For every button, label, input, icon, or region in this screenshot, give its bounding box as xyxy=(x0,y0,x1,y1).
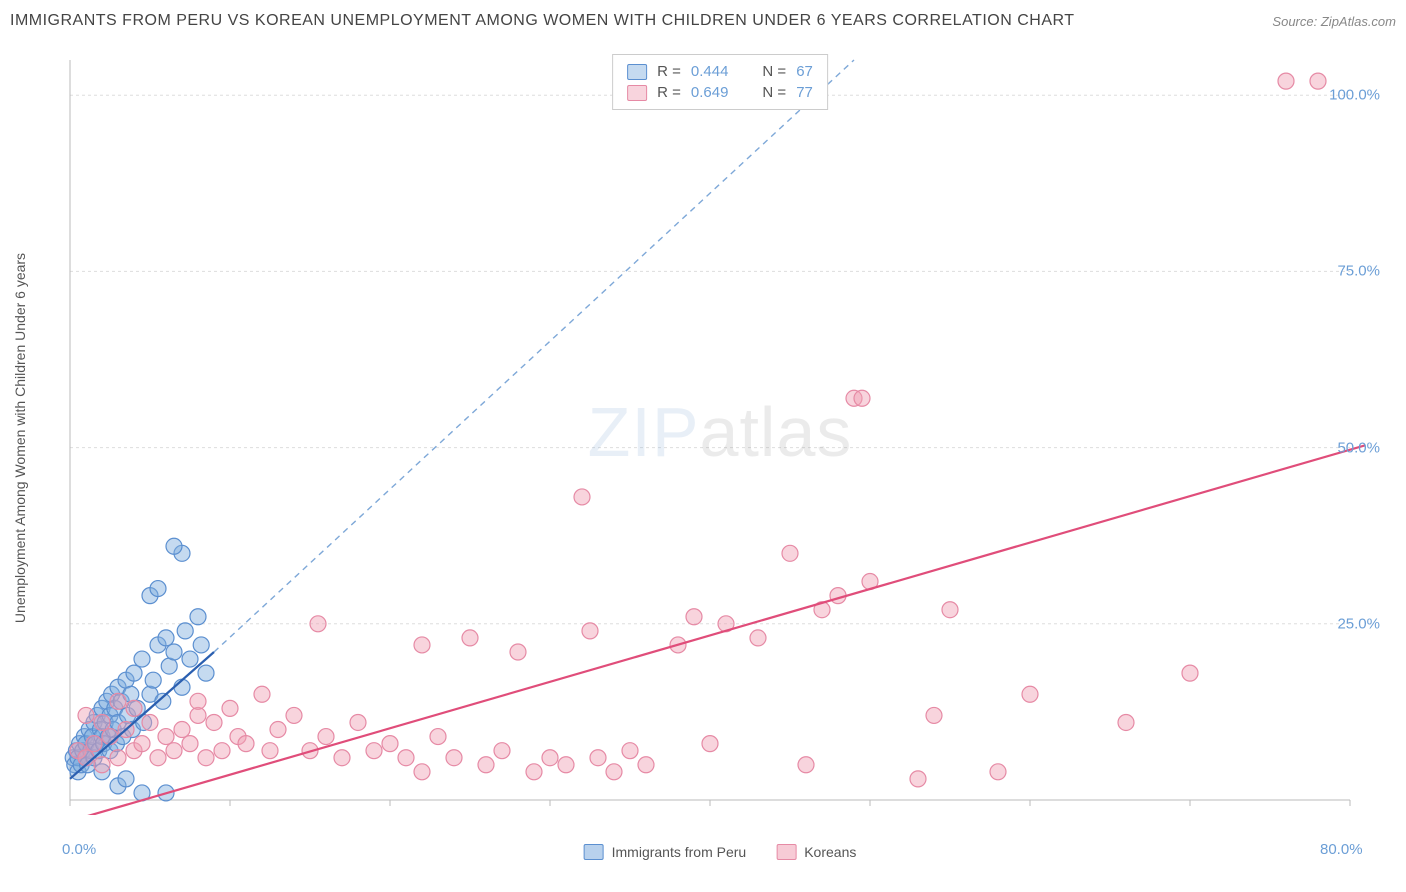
n-label: N = xyxy=(762,63,786,80)
y-tick-label: 100.0% xyxy=(1329,87,1380,104)
legend-label: Immigrants from Peru xyxy=(612,844,747,860)
correlation-legend-row: R = 0.649 N = 77 xyxy=(627,82,813,103)
legend-swatch xyxy=(627,64,647,80)
r-value: 0.649 xyxy=(691,84,729,101)
n-label: N = xyxy=(762,84,786,101)
y-axis-label: Unemployment Among Women with Children U… xyxy=(12,253,28,623)
source-name: ZipAtlas.com xyxy=(1321,14,1396,29)
r-label: R = xyxy=(657,63,681,80)
r-value: 0.444 xyxy=(691,63,729,80)
correlation-legend-row: R = 0.444 N = 67 xyxy=(627,61,813,82)
scatter-chart xyxy=(60,50,1380,830)
correlation-legend: R = 0.444 N = 67 R = 0.649 N = 77 xyxy=(612,54,828,110)
y-tick-label: 25.0% xyxy=(1337,615,1380,632)
chart-title: IMMIGRANTS FROM PERU VS KOREAN UNEMPLOYM… xyxy=(10,12,1075,30)
legend-swatch xyxy=(627,85,647,101)
legend-item: Immigrants from Peru xyxy=(584,844,747,860)
y-tick-label: 50.0% xyxy=(1337,439,1380,456)
x-tick-label: 80.0% xyxy=(1320,841,1363,858)
n-value: 67 xyxy=(796,63,813,80)
legend-item: Koreans xyxy=(776,844,856,860)
y-tick-label: 75.0% xyxy=(1337,263,1380,280)
legend-swatch xyxy=(776,844,796,860)
r-label: R = xyxy=(657,84,681,101)
legend-swatch xyxy=(584,844,604,860)
legend-label: Koreans xyxy=(804,844,856,860)
source-attribution: Source: ZipAtlas.com xyxy=(1272,14,1396,29)
series-legend: Immigrants from Peru Koreans xyxy=(584,844,857,860)
source-label: Source: xyxy=(1272,14,1317,29)
chart-area: ZIPatlas R =0.444N =67R =0.649N =77 Immi… xyxy=(60,50,1380,830)
n-value: 77 xyxy=(796,84,813,101)
x-tick-label: 0.0% xyxy=(62,841,96,858)
